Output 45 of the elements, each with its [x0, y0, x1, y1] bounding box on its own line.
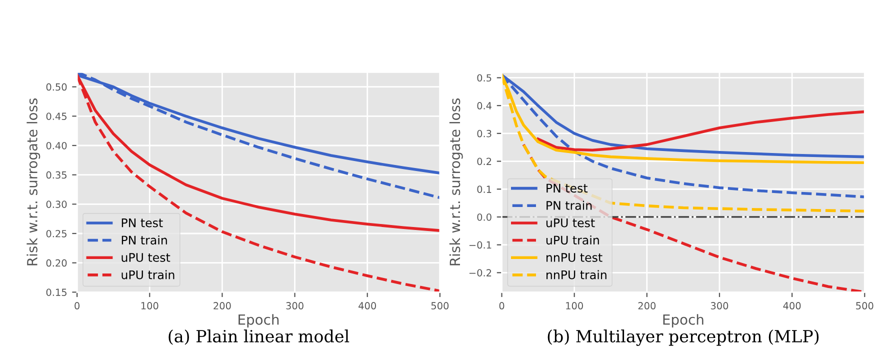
y-tick-label: 0.4 [477, 102, 492, 110]
legend-label: PN train [122, 235, 167, 245]
y-tick-label: 0.30 [46, 200, 67, 208]
y-tick-label: 0.5 [477, 74, 492, 82]
line-series [536, 110, 865, 152]
legend-label: PN test [122, 218, 163, 228]
x-tick-label: 100 [566, 302, 583, 310]
x-axis-title: Epoch [238, 314, 279, 328]
legend-label: uPU test [122, 253, 170, 262]
x-tick-label: 0 [74, 302, 80, 310]
x-tick-label: 500 [856, 302, 874, 310]
y-tick-label: 0.3 [477, 130, 492, 138]
legend-label: nnPU test [546, 253, 602, 262]
x-tick-label: 300 [286, 302, 304, 310]
x-tick-label: 400 [783, 302, 801, 310]
y-tick-label: 0.40 [46, 142, 67, 150]
y-tick-label: 0.0 [477, 213, 492, 221]
y-tick-label: 0.1 [477, 186, 492, 193]
legend-label: PN test [546, 184, 588, 193]
x-tick-label: 0 [499, 302, 504, 310]
y-tick-label: 0.35 [46, 171, 66, 179]
y-axis-title: Risk w.r.t. surrogate loss [26, 98, 40, 266]
y-tick-label: 0.15 [46, 288, 66, 296]
x-tick-label: 200 [638, 302, 656, 310]
y-tick-label: 0.25 [46, 230, 66, 238]
x-axis-title: Epoch [663, 314, 704, 328]
x-tick-label: 200 [214, 302, 231, 310]
text: (b) Multilayer perceptron (MLP) [548, 330, 819, 346]
legend-label: PN train [546, 200, 592, 210]
y-tick-label: 0.50 [46, 83, 67, 91]
y-tick-label: −0.2 [469, 269, 492, 276]
legend-label: nnPU train [546, 270, 606, 280]
x-tick-label: 500 [431, 302, 449, 310]
legend-label: uPU train [546, 235, 599, 245]
x-tick-label: 400 [358, 302, 376, 310]
x-tick-label: 100 [141, 302, 158, 310]
y-tick-label: 0.45 [46, 112, 66, 120]
legend-label: uPU test [546, 218, 595, 228]
text: (a) Plain linear model [168, 330, 350, 345]
x-tick-label: 300 [710, 302, 728, 310]
y-tick-label: 0.2 [477, 158, 492, 166]
legend-label: uPU train [122, 270, 174, 280]
y-tick-label: −0.1 [469, 241, 492, 249]
y-axis-title: Risk w.r.t. surrogate loss [449, 98, 463, 266]
y-tick-label: 0.20 [46, 259, 67, 267]
